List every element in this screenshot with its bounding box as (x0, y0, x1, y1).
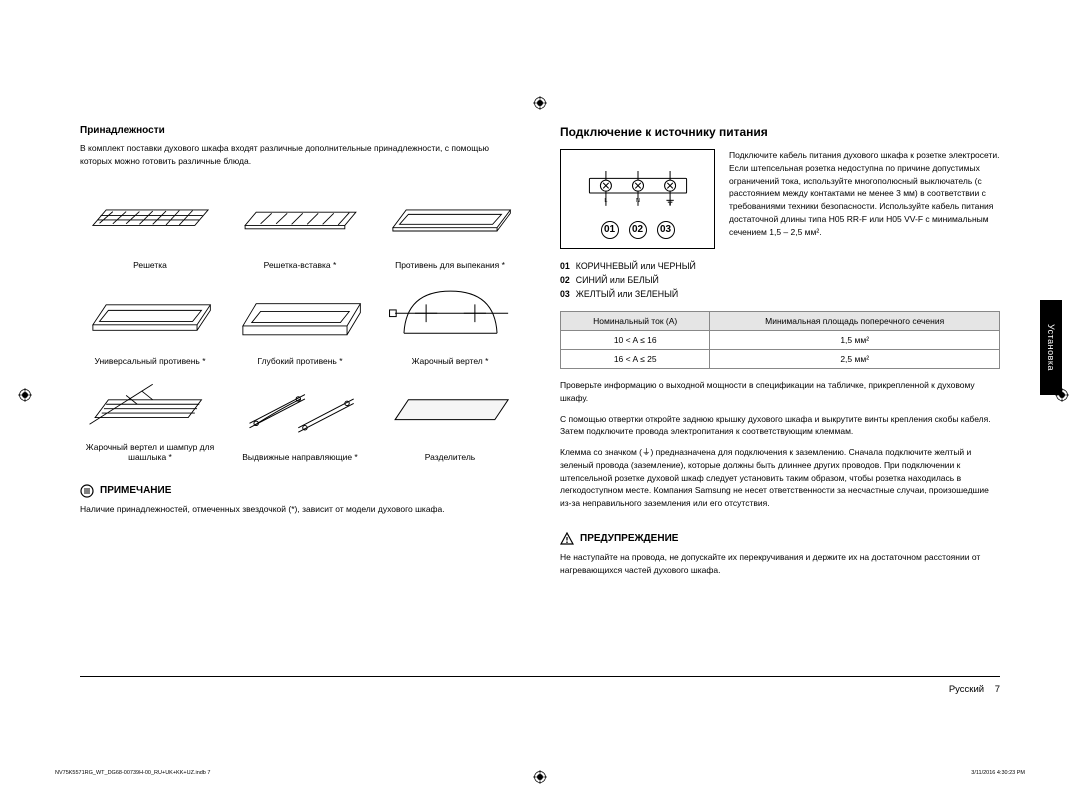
footer-meta-timestamp: 3/11/2016 4:30:23 PM (971, 770, 1025, 776)
power-row: L N 01 02 03 Подключите кабель питания д… (560, 149, 1000, 249)
footer-meta-filename: NV75K5571RG_WT_DG68-00739H-00_RU+UK+KK+U… (55, 770, 210, 776)
terminal-num: 02 (629, 221, 647, 239)
warning-title: ПРЕДУПРЕЖДЕНИЕ (580, 533, 678, 544)
accessory-item: Разделитель (380, 372, 520, 462)
table-row: 16 < A ≤ 25 2,5 мм² (561, 350, 1000, 369)
rotisserie-skewer-icon (80, 371, 220, 438)
table-cell: 2,5 мм² (710, 350, 1000, 369)
divider-icon (380, 372, 520, 448)
side-tab: Установка (1040, 300, 1062, 395)
table-header: Минимальная площадь поперечного сечения (710, 312, 1000, 331)
accessory-label: Противень для выпекания * (395, 260, 505, 270)
accessory-label: Жарочный вертел и шампур для шашлыка * (80, 442, 220, 462)
footer-page: 7 (995, 684, 1000, 695)
legend-row: 03 ЖЕЛТЫЙ или ЗЕЛЕНЫЙ (560, 287, 1000, 301)
terminal-num: 03 (657, 221, 675, 239)
accessory-item: Противень для выпекания * (380, 180, 520, 270)
footer-lang: Русский 7 (949, 684, 1000, 695)
accessory-label: Жарочный вертел * (412, 356, 489, 366)
power-para3: Клемма со значком (⏚) предназначена для … (560, 446, 1000, 510)
registration-mark (18, 388, 32, 402)
accessory-item: Жарочный вертел и шампур для шашлыка * (80, 372, 220, 462)
svg-text:N: N (636, 198, 640, 204)
table-header-row: Номинальный ток (А) Минимальная площадь … (561, 312, 1000, 331)
baking-tray-icon (380, 180, 520, 256)
accessory-item: Выдвижные направляющие * (230, 372, 370, 462)
wire-rack-icon (80, 180, 220, 256)
power-para2: С помощью отвертки откройте заднюю крышк… (560, 413, 1000, 439)
accessory-item: Решетка-вставка * (230, 180, 370, 270)
terminal-diagram: L N 01 02 03 (560, 149, 715, 249)
universal-tray-icon (80, 276, 220, 352)
footer-rule (80, 676, 1000, 677)
accessory-item: Решетка (80, 180, 220, 270)
wire-insert-icon (230, 180, 370, 256)
svg-text:L: L (604, 198, 607, 204)
registration-mark (533, 770, 547, 784)
accessory-item: Универсальный противень * (80, 276, 220, 366)
terminal-num: 01 (601, 221, 619, 239)
right-column: Подключение к источнику питания L N 01 0… (560, 125, 1000, 655)
table-cell: 10 < A ≤ 16 (561, 331, 710, 350)
legend-row: 01 КОРИЧНЕВЫЙ или ЧЕРНЫЙ (560, 259, 1000, 273)
page-content: Принадлежности В комплект поставки духов… (80, 125, 1000, 655)
cable-spec-table: Номинальный ток (А) Минимальная площадь … (560, 311, 1000, 369)
accessories-heading: Принадлежности (80, 125, 520, 136)
terminal-legend: 01 КОРИЧНЕВЫЙ или ЧЕРНЫЙ 02 СИНИЙ или БЕЛЫ… (560, 259, 1000, 301)
registration-mark (533, 96, 547, 110)
table-header: Номинальный ток (А) (561, 312, 710, 331)
table-cell: 1,5 мм² (710, 331, 1000, 350)
warning-body: Не наступайте на провода, не допускайте … (560, 551, 1000, 577)
note-header: ПРИМЕЧАНИЕ (80, 484, 520, 498)
legend-text: КОРИЧНЕВЫЙ или ЧЕРНЫЙ (576, 261, 696, 271)
accessory-label: Разделитель (425, 452, 475, 462)
power-paragraph: Подключите кабель питания духового шкафа… (729, 149, 1000, 238)
accessory-label: Глубокий противень * (257, 356, 342, 366)
accessory-label: Универсальный противень * (94, 356, 205, 366)
accessory-label: Выдвижные направляющие * (242, 452, 357, 462)
note-body: Наличие принадлежностей, отмеченных звез… (80, 503, 520, 516)
accessories-intro: В комплект поставки духового шкафа входя… (80, 142, 520, 168)
note-title: ПРИМЕЧАНИЕ (100, 485, 171, 496)
legend-num: 01 (560, 261, 570, 271)
rotisserie-spit-icon (380, 276, 520, 352)
left-column: Принадлежности В комплект поставки духов… (80, 125, 520, 655)
footer-language: Русский (949, 684, 984, 695)
legend-row: 02 СИНИЙ или БЕЛЫЙ (560, 273, 1000, 287)
power-para1: Проверьте информацию о выходной мощности… (560, 379, 1000, 405)
accessory-label: Решетка-вставка * (264, 260, 337, 270)
deep-tray-icon (230, 276, 370, 352)
note-icon (80, 484, 94, 498)
accessory-label: Решетка (133, 260, 167, 270)
terminal-number-labels: 01 02 03 (601, 221, 675, 239)
legend-num: 03 (560, 289, 570, 299)
warning-header: ПРЕДУПРЕЖДЕНИЕ (560, 532, 1000, 546)
warning-icon (560, 532, 574, 546)
power-title: Подключение к источнику питания (560, 125, 1000, 139)
legend-text: СИНИЙ или БЕЛЫЙ (576, 275, 659, 285)
telescopic-rails-icon (230, 372, 370, 448)
accessory-item: Глубокий противень * (230, 276, 370, 366)
accessory-item: Жарочный вертел * (380, 276, 520, 366)
table-cell: 16 < A ≤ 25 (561, 350, 710, 369)
legend-text: ЖЕЛТЫЙ или ЗЕЛЕНЫЙ (576, 289, 678, 299)
accessories-grid: Решетка Решетка-вставка * Противень для … (80, 180, 520, 462)
legend-num: 02 (560, 275, 570, 285)
side-tab-label: Установка (1046, 324, 1056, 371)
table-row: 10 < A ≤ 16 1,5 мм² (561, 331, 1000, 350)
